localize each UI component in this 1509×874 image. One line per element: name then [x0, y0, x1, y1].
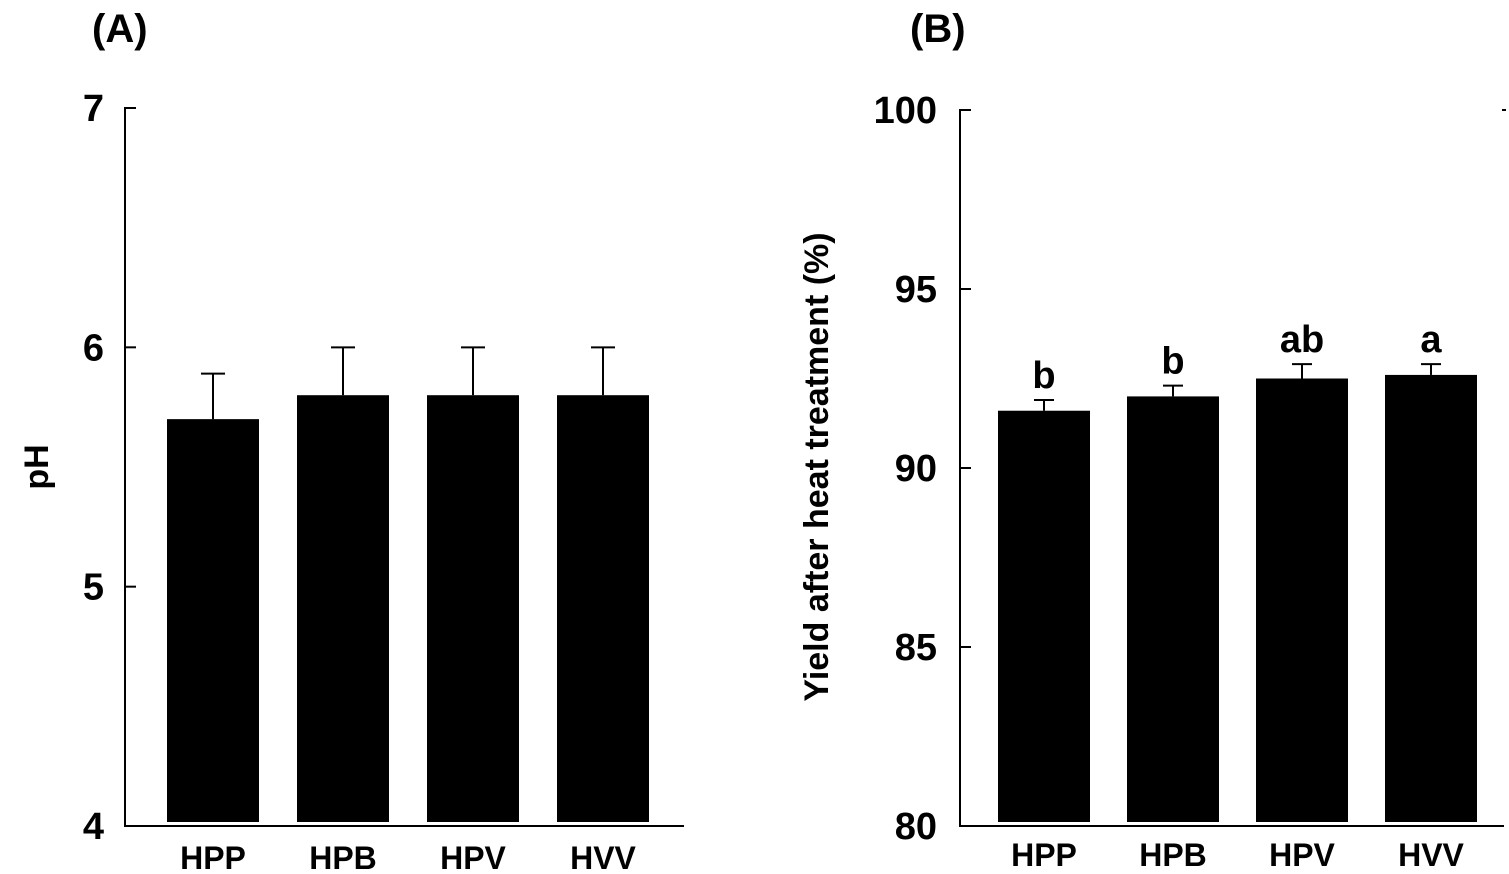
panel-a: (A) 4 5 6 7 pH HPP HPB HPV HVV	[18, 7, 684, 874]
y-axis-title: pH	[18, 444, 56, 489]
x-tick-label: HPB	[1139, 837, 1207, 873]
x-tick-label: HPP	[1011, 837, 1077, 873]
x-tick-label: HVV	[1398, 837, 1464, 873]
y-tick-label: 5	[83, 567, 104, 609]
bar-hpv	[427, 395, 519, 822]
bar-hpp	[167, 419, 259, 822]
x-tick-label: HPV	[440, 840, 506, 874]
panel-b: (B) 80 85 90 95 100 Yield after heat treatment…	[798, 7, 1506, 873]
bar-hpv	[1256, 378, 1348, 822]
x-tick-label: HPP	[180, 840, 246, 874]
y-tick-label: 4	[83, 806, 104, 848]
significance-label: b	[1032, 355, 1055, 397]
bar-hvv	[1385, 374, 1477, 822]
y-tick-label: 6	[83, 327, 104, 369]
significance-label: ab	[1280, 319, 1324, 361]
panel-label: (B)	[910, 7, 966, 51]
y-tick-label: 100	[874, 90, 937, 132]
y-tick-label: 85	[895, 627, 937, 669]
bar-hvv	[557, 395, 649, 822]
x-tick-label: HVV	[570, 840, 636, 874]
y-tick-label: 7	[83, 88, 104, 130]
x-tick-label: HPB	[309, 840, 377, 874]
y-axis-title: Yield after heat treatment (%)	[798, 232, 836, 701]
y-tick-label: 80	[895, 806, 937, 848]
bar-hpp	[998, 410, 1090, 822]
x-tick-label: HPV	[1269, 837, 1335, 873]
y-tick-label: 95	[895, 269, 937, 311]
bar-hpb	[1127, 396, 1219, 822]
bar-hpb	[297, 395, 389, 822]
y-tick-label: 90	[895, 448, 937, 490]
significance-label: a	[1420, 319, 1442, 361]
panel-label: (A)	[92, 7, 148, 51]
significance-label: b	[1161, 341, 1184, 383]
